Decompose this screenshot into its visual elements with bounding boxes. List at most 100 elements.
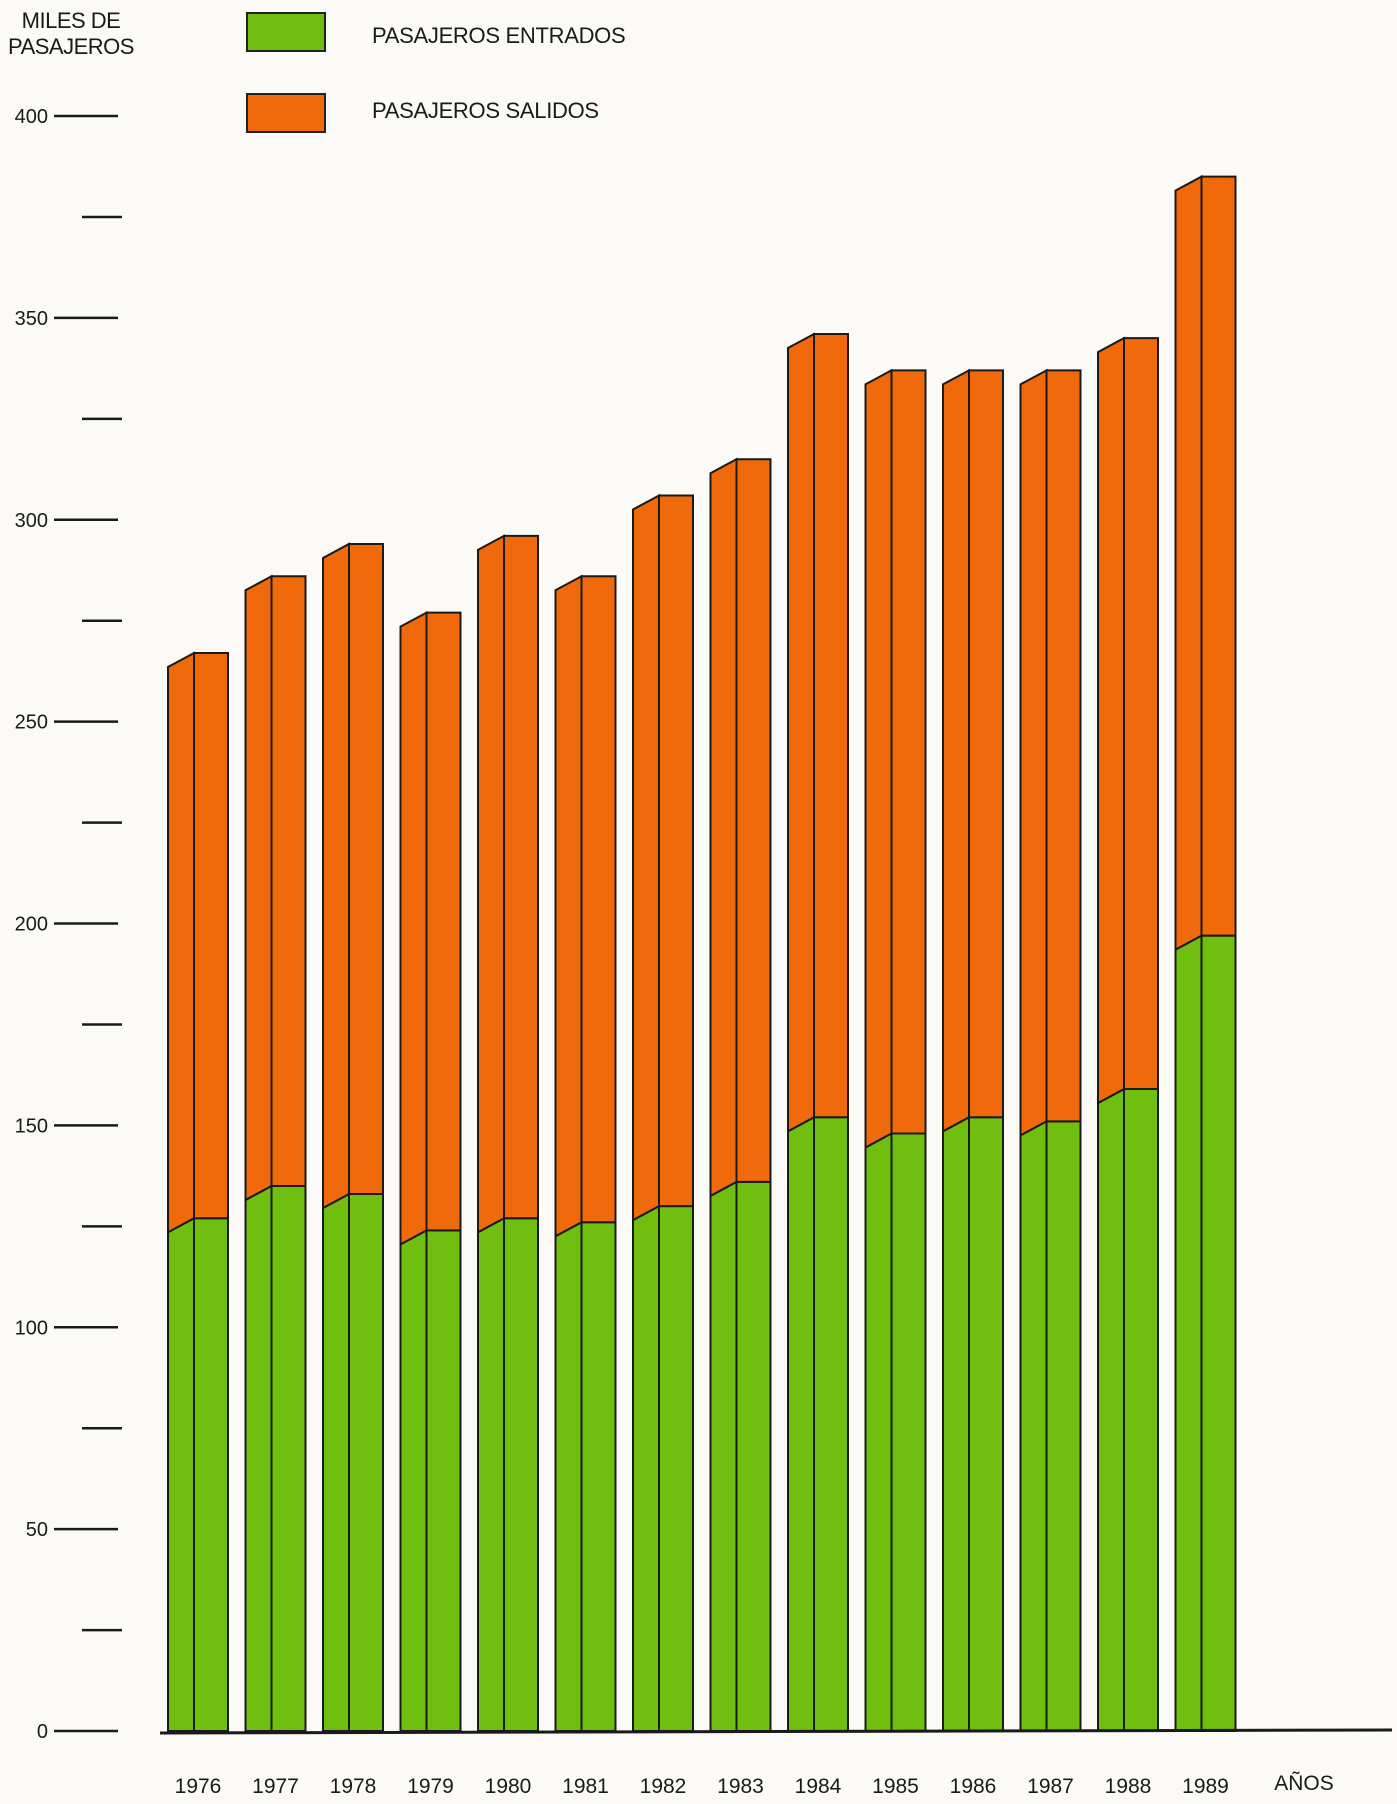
bar-segment-salidos — [477, 534, 505, 1234]
x-tick-label: 1982 — [640, 1775, 687, 1798]
y-tick-label: 350 — [15, 308, 48, 330]
bar-segment-entrados — [709, 1180, 738, 1732]
bar-segment-salidos-side — [270, 575, 307, 1187]
x-axis-labels: 1976 1977 1978 1979 1980 1981 1982 1983 1984 1985… — [175, 1771, 1334, 1798]
bar-segment-entrados — [864, 1131, 893, 1732]
bar-segment-entrados-side — [348, 1193, 384, 1732]
x-tick-label: 1989 — [1182, 1775, 1229, 1798]
bar-segment-entrados — [942, 1115, 970, 1732]
bar-segment-salidos-side — [658, 494, 694, 1208]
bar-segment-salidos — [1019, 368, 1048, 1138]
legend-swatch-entrados — [246, 12, 326, 52]
x-tick-label: 1988 — [1105, 1775, 1152, 1798]
y-tick-label: 100 — [15, 1317, 48, 1339]
bar-segment-salidos — [1097, 336, 1125, 1105]
y-axis-title: MILES DE PASAJEROS — [8, 8, 134, 59]
bar-1976 — [167, 651, 229, 1732]
bar-segment-salidos — [942, 368, 970, 1133]
bar-segment-salidos-side — [968, 369, 1004, 1119]
bar-1989 — [1174, 174, 1237, 1732]
bar-1984 — [787, 332, 849, 1732]
bar-segment-entrados — [399, 1228, 428, 1732]
bar-segment-entrados — [322, 1192, 350, 1732]
bar-segment-salidos-side — [348, 542, 384, 1196]
bar-segment-salidos — [632, 493, 660, 1222]
bar-segment-salidos-side — [1123, 337, 1159, 1091]
y-tick-label: 0 — [37, 1721, 48, 1743]
bar-segment-salidos — [1174, 174, 1203, 952]
bar-1985 — [864, 368, 927, 1732]
bar-segment-salidos-side — [580, 575, 617, 1224]
bar-segment-entrados-side — [580, 1221, 617, 1732]
bar-segment-salidos-side — [193, 651, 229, 1220]
x-tick-label: 1985 — [872, 1775, 919, 1798]
bar-segment-entrados-side — [1200, 934, 1237, 1732]
bar-segment-entrados — [1174, 933, 1203, 1732]
bar-segment-entrados-side — [503, 1217, 539, 1732]
bar-segment-entrados — [1019, 1119, 1048, 1732]
bar-1979 — [399, 610, 462, 1732]
bar-segment-entrados — [1097, 1087, 1125, 1732]
bar-segment-salidos-side — [735, 458, 772, 1183]
bar-segment-entrados — [632, 1204, 660, 1732]
bar-1981 — [554, 574, 617, 1732]
bar-1987 — [1019, 368, 1082, 1732]
bar-segment-entrados-side — [270, 1184, 307, 1732]
bar-segment-entrados-side — [658, 1205, 694, 1732]
bar-segment-entrados-side — [813, 1116, 849, 1732]
bar-segment-entrados — [167, 1216, 195, 1732]
bar-segment-entrados-side — [1123, 1088, 1159, 1732]
x-axis-title: AÑOS — [1274, 1771, 1334, 1795]
x-tick-label: 1976 — [175, 1775, 222, 1798]
bar-segment-salidos — [709, 457, 738, 1198]
x-tick-label: 1987 — [1027, 1775, 1074, 1798]
legend-label-salidos: PASAJEROS SALIDOS — [372, 98, 599, 123]
bar-segment-entrados — [554, 1220, 583, 1732]
bar-segment-salidos — [864, 368, 893, 1150]
bar-segment-salidos — [244, 574, 273, 1202]
legend-label-entrados: PASAJEROS ENTRADOS — [372, 23, 626, 48]
x-tick-label: 1978 — [330, 1775, 377, 1798]
bar-1980 — [477, 534, 539, 1732]
x-tick-label: 1983 — [717, 1775, 764, 1798]
bar-segment-salidos — [322, 542, 350, 1210]
bar-segment-salidos-side — [1200, 175, 1237, 937]
bar-segment-salidos — [399, 610, 428, 1247]
x-axis-baseline — [159, 1728, 1393, 1735]
bar-segment-salidos — [167, 651, 195, 1234]
y-tick-label: 250 — [15, 712, 48, 734]
bar-segment-entrados-side — [890, 1132, 927, 1732]
bar-segment-salidos-side — [503, 534, 539, 1220]
y-tick-label: 150 — [15, 1115, 48, 1137]
x-tick-label: 1977 — [252, 1775, 299, 1798]
x-tick-label: 1984 — [795, 1775, 842, 1798]
y-tick-label: 50 — [26, 1519, 48, 1541]
bar-segment-entrados-side — [968, 1116, 1004, 1732]
bar-segment-salidos-side — [1045, 369, 1082, 1123]
y-axis-ticks: 0 50 100 150 200 250 300 350 400 — [15, 106, 122, 1743]
bar-segment-entrados-side — [425, 1229, 462, 1732]
bar-segment-salidos — [787, 332, 815, 1133]
bar-1988 — [1097, 336, 1159, 1732]
y-tick-label: 200 — [15, 914, 48, 936]
bar-1977 — [244, 574, 307, 1732]
x-tick-label: 1979 — [407, 1775, 454, 1798]
bar-1982 — [632, 493, 694, 1732]
bars — [167, 174, 1237, 1732]
bar-segment-salidos — [554, 574, 583, 1238]
bar-segment-salidos-side — [425, 611, 462, 1232]
y-tick-label: 400 — [15, 106, 48, 128]
bar-segment-salidos-side — [813, 333, 849, 1119]
bar-segment-entrados — [787, 1115, 815, 1732]
bar-segment-entrados-side — [735, 1180, 772, 1732]
x-tick-label: 1980 — [485, 1775, 532, 1798]
bar-segment-salidos-side — [890, 369, 927, 1135]
legend-swatch-salidos — [246, 93, 326, 133]
bar-segment-entrados — [244, 1184, 273, 1732]
y-tick-label: 300 — [15, 510, 48, 532]
bar-segment-entrados-side — [193, 1217, 229, 1732]
bar-1986 — [942, 368, 1004, 1732]
bar-1983 — [709, 457, 772, 1732]
x-tick-label: 1986 — [950, 1775, 997, 1798]
